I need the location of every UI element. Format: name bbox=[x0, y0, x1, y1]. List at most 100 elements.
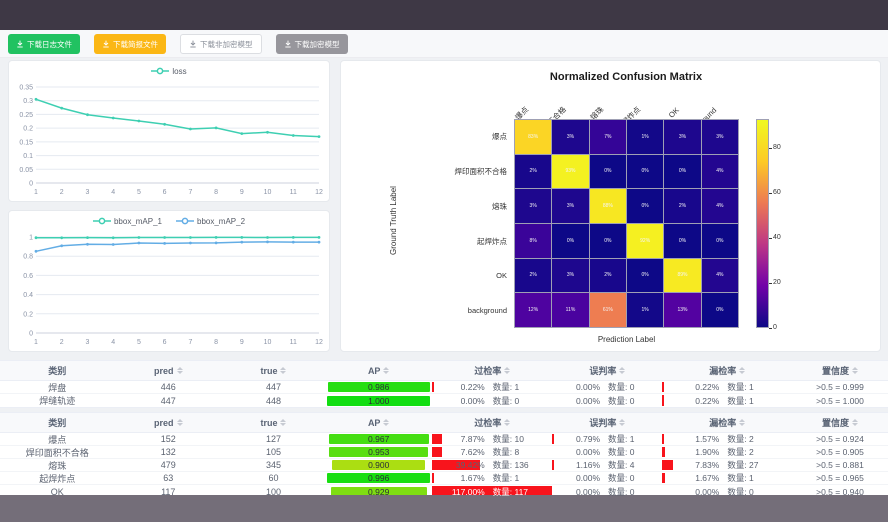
rate-bar bbox=[432, 434, 442, 444]
column-header-6[interactable]: 漏检率 bbox=[662, 361, 792, 380]
column-header-label: 误判率 bbox=[589, 366, 617, 376]
confidence-cell: >0.5 = 0.999 bbox=[816, 382, 864, 392]
column-header-5[interactable]: 误判率 bbox=[552, 361, 662, 380]
loss-line-chart: 00.050.10.150.20.250.30.351 2 3 4 5 6 7 8 9 10 11 1… bbox=[19, 85, 323, 197]
misjudge-rate-cell: 0.00% 数量: 0 bbox=[552, 394, 662, 407]
matrix-cell-value: 0% bbox=[566, 237, 575, 244]
rate-percent: 39.42% bbox=[455, 460, 485, 470]
rate-percent: 0.22% bbox=[695, 395, 720, 406]
sort-caret-icon[interactable] bbox=[176, 367, 183, 374]
matrix-row-label: 焊印面积不合格 bbox=[454, 167, 508, 177]
matrix-cell: 13% bbox=[664, 293, 701, 327]
column-header-1[interactable]: pred bbox=[115, 361, 222, 380]
column-header-3[interactable]: AP bbox=[325, 413, 432, 432]
matrix-cell-value: 0% bbox=[641, 168, 649, 175]
true-cell: 447 bbox=[265, 382, 281, 392]
download-icon bbox=[284, 40, 291, 48]
column-header-7[interactable]: 置信度 bbox=[792, 361, 888, 380]
table-row: 焊盘 446 447 0.986 0.22% 数量: 1 0.00% 数量: 0 0.22… bbox=[0, 381, 888, 394]
matrix-cell: 4% bbox=[701, 154, 738, 189]
table-header-row: 类别 pred true AP 过检率 误判率 漏检率 置信度 bbox=[0, 361, 888, 381]
matrix-row-label: 爆点 bbox=[492, 132, 507, 142]
sort-caret-icon[interactable] bbox=[852, 367, 858, 374]
matrix-row-label: 起焊炸点 bbox=[477, 236, 507, 246]
rate-percent: 0.00% bbox=[575, 473, 601, 483]
category-cell: 熔珠 bbox=[48, 460, 67, 471]
svg-text:9: 9 bbox=[240, 339, 244, 346]
sort-caret-icon[interactable] bbox=[504, 419, 511, 426]
svg-text:7: 7 bbox=[188, 339, 192, 346]
svg-text:0: 0 bbox=[29, 181, 33, 188]
column-header-label: pred bbox=[154, 365, 174, 376]
matrix-cell: 3% bbox=[552, 258, 589, 293]
column-header-4[interactable]: 过检率 bbox=[432, 413, 552, 432]
sort-caret-icon[interactable] bbox=[619, 419, 626, 426]
column-header-6[interactable]: 漏检率 bbox=[662, 413, 792, 432]
column-header-7[interactable]: 置信度 bbox=[792, 413, 888, 432]
category-cell: 焊盘 bbox=[48, 382, 67, 393]
table-row: 爆点 152 127 0.967 7.87% 数量: 10 0.79% 数量: 1 1.5… bbox=[0, 433, 888, 446]
sort-caret-icon[interactable] bbox=[383, 419, 390, 426]
rate-count: 数量: 4 bbox=[608, 460, 635, 470]
download-encrypted-model-button[interactable]: 下载加密模型 bbox=[275, 34, 348, 54]
true-cell: 345 bbox=[265, 460, 281, 470]
legend-item-loss[interactable]: loss bbox=[151, 67, 187, 76]
rate-bar bbox=[432, 473, 435, 483]
matrix-cell-value: 4% bbox=[716, 168, 724, 175]
ap-bar: 0.986 bbox=[327, 382, 430, 392]
miss-rate-cell: 1.57% 数量: 2 bbox=[662, 433, 792, 445]
over-detection-rate-cell: 39.42% 数量: 136 bbox=[432, 459, 552, 471]
rate-count: 数量: 0 bbox=[608, 382, 635, 392]
matrix-cell: 3% bbox=[701, 120, 738, 154]
sort-caret-icon[interactable] bbox=[504, 367, 511, 374]
colorbar bbox=[756, 119, 769, 328]
column-header-4[interactable]: 过检率 bbox=[432, 361, 552, 380]
colorbar-tick-label: 40 bbox=[773, 234, 781, 242]
download-log-button[interactable]: 下载日志文件 bbox=[8, 34, 80, 54]
rate-bar bbox=[552, 460, 555, 470]
sort-caret-icon[interactable] bbox=[852, 419, 858, 426]
svg-text:3: 3 bbox=[86, 189, 90, 196]
sort-caret-icon[interactable] bbox=[739, 367, 746, 374]
rate-count: 数量: 27 bbox=[727, 460, 759, 470]
rate-count: 数量: 1 bbox=[492, 382, 520, 392]
sort-caret-icon[interactable] bbox=[619, 367, 626, 374]
sort-caret-icon[interactable] bbox=[280, 367, 287, 374]
sort-caret-icon[interactable] bbox=[280, 419, 287, 426]
matrix-cell-value: 89% bbox=[677, 272, 688, 279]
legend-item-bbox-map-1[interactable]: bbox_mAP_1 bbox=[92, 217, 162, 226]
rate-count: 数量: 0 bbox=[608, 395, 635, 406]
column-header-label: 类别 bbox=[48, 366, 67, 376]
matrix-cell-value: 61% bbox=[602, 307, 613, 314]
matrix-cell-value: 88% bbox=[602, 203, 613, 210]
download-unencrypted-model-button[interactable]: 下载非加密模型 bbox=[180, 34, 262, 54]
rate-count: 数量: 117 bbox=[492, 486, 529, 497]
matrix-row-label: 熔珠 bbox=[492, 202, 507, 212]
column-header-5[interactable]: 误判率 bbox=[552, 413, 662, 432]
confidence-cell: >0.5 = 1.000 bbox=[816, 395, 864, 406]
rate-bar bbox=[662, 382, 665, 392]
loss-chart-legend: loss bbox=[9, 61, 329, 81]
over-detection-rate-cell: 117.00% 数量: 117 bbox=[432, 485, 553, 498]
column-header-2[interactable]: true bbox=[222, 361, 325, 380]
sort-caret-icon[interactable] bbox=[176, 419, 183, 426]
column-header-label: pred bbox=[154, 417, 174, 428]
matrix-cell: 3% bbox=[515, 189, 552, 223]
svg-text:6: 6 bbox=[163, 339, 167, 346]
matrix-cell-value: 0% bbox=[678, 237, 687, 244]
svg-text:1: 1 bbox=[34, 339, 38, 346]
column-header-3[interactable]: AP bbox=[325, 361, 432, 380]
download-report-button[interactable]: 下载简报文件 bbox=[94, 34, 166, 54]
rate-count: 数量: 1 bbox=[727, 473, 754, 483]
sort-caret-icon[interactable] bbox=[383, 367, 390, 374]
sort-caret-icon[interactable] bbox=[739, 419, 746, 426]
svg-text:11: 11 bbox=[290, 339, 297, 346]
matrix-cell-value: 3% bbox=[566, 133, 575, 140]
svg-text:0.2: 0.2 bbox=[23, 126, 33, 133]
ap-cell: 0.900 bbox=[325, 459, 432, 471]
window-top-band bbox=[0, 0, 888, 30]
column-header-1[interactable]: pred bbox=[115, 413, 222, 432]
legend-item-bbox-map-2[interactable]: bbox_mAP_2 bbox=[176, 217, 245, 226]
column-header-2[interactable]: true bbox=[222, 413, 325, 432]
svg-text:6: 6 bbox=[163, 189, 167, 196]
